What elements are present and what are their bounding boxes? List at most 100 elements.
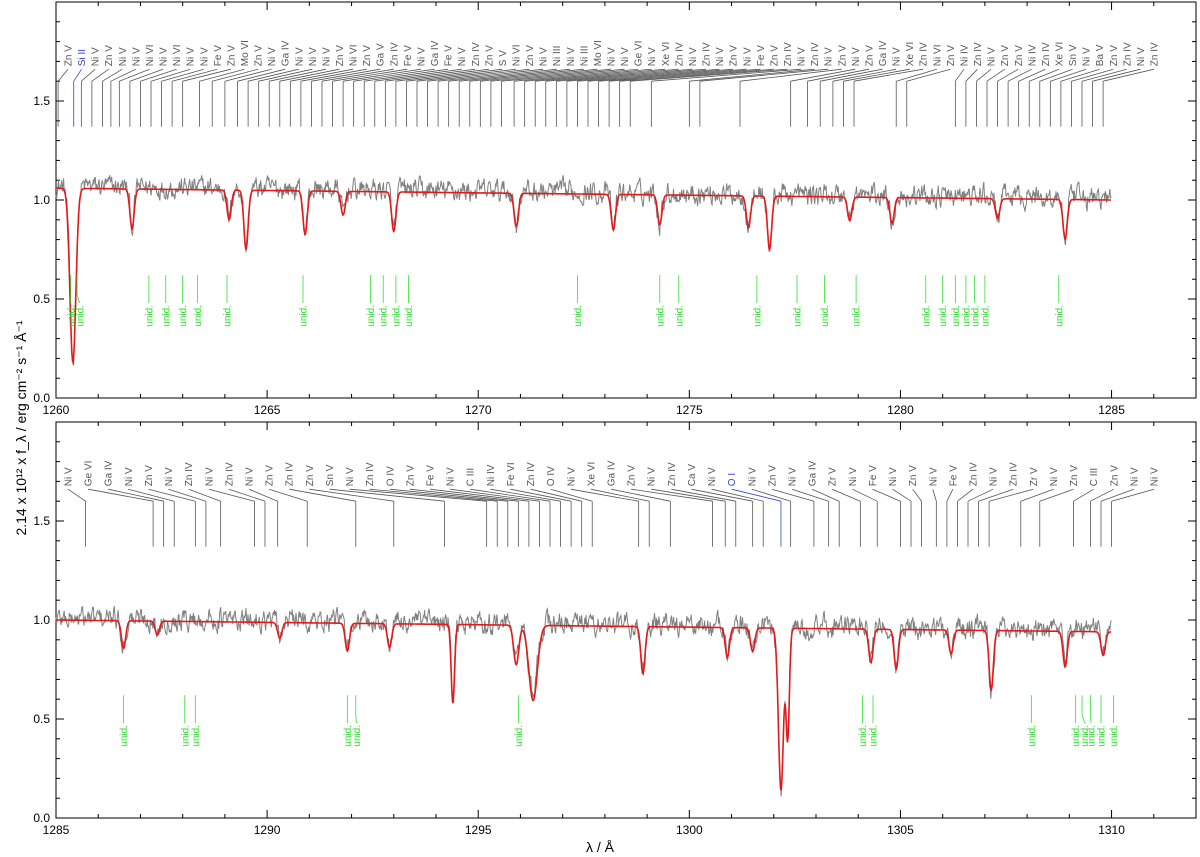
line-id-label: Zn IV — [224, 462, 235, 486]
line-id-connector — [691, 488, 753, 502]
unid-label: unid. — [379, 305, 390, 327]
line-id-connector — [631, 488, 713, 502]
unid-label: unid. — [144, 305, 155, 327]
line-id-connector — [469, 68, 584, 82]
line-id-label: Ni V — [345, 467, 356, 486]
line-id-connector — [1029, 68, 1060, 82]
line-id-label: Fe V — [756, 45, 767, 66]
unid-label: unid. — [193, 305, 204, 327]
line-id-connector — [609, 68, 761, 82]
line-id-connector — [610, 488, 671, 502]
line-id-connector — [395, 68, 489, 82]
line-id-label: Ga IV — [430, 40, 441, 66]
unid-connector — [355, 715, 357, 724]
y-tick-label: 0.5 — [33, 292, 50, 306]
line-id-label: Ni V — [797, 47, 808, 66]
line-id-connector — [689, 68, 815, 82]
line-id-label: Zn V — [226, 45, 237, 66]
line-id-connector — [1092, 68, 1141, 82]
line-id-connector — [279, 68, 340, 82]
line-id-label: Ni V — [204, 467, 215, 486]
line-id-connector — [369, 488, 498, 502]
unid-label: unid. — [674, 305, 685, 327]
line-id-label: Zn IV — [1150, 42, 1161, 66]
line-id-label: Ni V — [1082, 47, 1093, 66]
line-id-label: C III — [466, 468, 477, 486]
line-id-label: Ni V — [308, 47, 319, 66]
line-id-label: Zn IV — [667, 462, 678, 486]
unid-label: unid. — [404, 305, 415, 327]
line-id-label: Mo VI — [240, 40, 251, 66]
unid-label: unid. — [391, 305, 402, 327]
unid-label: unid. — [223, 305, 234, 327]
line-id-label: Zn IV — [919, 42, 930, 66]
x-tick-label: 1300 — [676, 823, 703, 837]
line-id-connector — [172, 68, 218, 82]
line-id-connector — [389, 488, 508, 502]
line-id-connector — [364, 68, 449, 82]
line-id-connector — [1020, 488, 1054, 502]
line-id-connector — [986, 68, 1005, 82]
line-id-connector — [480, 68, 598, 82]
line-id-connector — [955, 68, 965, 82]
line-id-connector — [896, 68, 937, 82]
line-id-connector — [598, 68, 747, 82]
line-id-connector — [651, 488, 726, 502]
line-id-label: Zr V — [1029, 467, 1040, 486]
line-id-label: Ni V — [1136, 47, 1147, 66]
line-id-label: O IV — [546, 466, 557, 486]
line-id-connector — [832, 488, 861, 502]
line-id-connector — [67, 488, 86, 502]
line-id-label: Ni V — [446, 467, 457, 486]
line-id-connector — [946, 489, 954, 502]
line-id-label: Zn IV — [969, 462, 980, 486]
unid-label: unid. — [1097, 725, 1108, 747]
line-id-connector — [853, 68, 924, 82]
line-id-label: Ni V — [1049, 467, 1060, 486]
line-id-connector — [997, 68, 1019, 82]
x-tick-label: 1280 — [887, 403, 914, 417]
line-id-connector — [957, 488, 974, 502]
unid-label: unid. — [938, 305, 949, 327]
unid-label: unid. — [191, 725, 202, 747]
line-id-label: Ni V — [892, 47, 903, 66]
line-id-label: Ni V — [848, 467, 859, 486]
line-id-connector — [57, 68, 69, 82]
line-id-connector — [311, 68, 381, 82]
line-id-label: Zn IV — [674, 42, 685, 66]
x-tick-label: 1260 — [43, 403, 70, 417]
line-id-connector — [790, 68, 856, 82]
line-id-connector — [807, 68, 870, 82]
line-id-connector — [168, 488, 207, 502]
line-id-connector — [771, 488, 814, 502]
line-id-label: Zn V — [837, 45, 848, 66]
line-id-connector — [566, 68, 707, 82]
line-id-label: Ni IV — [1027, 44, 1038, 66]
line-id-connector — [570, 488, 639, 502]
line-id-label: Zn V — [908, 465, 919, 486]
line-id-label: Sn V — [1068, 44, 1079, 66]
line-id-connector — [872, 488, 901, 502]
unid-label: unid. — [820, 305, 831, 327]
line-id-label: Ni VI — [172, 45, 183, 67]
line-id-label: Zn V — [1000, 45, 1011, 66]
line-id-label: Ni V — [186, 47, 197, 66]
y-tick-label: 0.0 — [33, 391, 50, 405]
line-id-connector — [248, 488, 278, 502]
line-id-label: Ba V — [1095, 44, 1106, 66]
line-id-label: Zn IV — [973, 42, 984, 66]
line-id-connector — [73, 68, 82, 82]
y-tick-label: 1.5 — [33, 94, 50, 108]
unid-label: unid. — [178, 305, 189, 327]
line-id-connector — [1100, 488, 1135, 502]
line-id-label: Ni VI — [349, 45, 360, 67]
line-id-connector — [976, 68, 992, 82]
line-id-label: Ni III — [552, 46, 563, 67]
line-id-connector — [1111, 488, 1155, 502]
line-id-connector — [349, 488, 487, 502]
line-id-label: Fe V — [213, 45, 224, 66]
line-id-connector — [248, 68, 299, 82]
line-id-label: Zr V — [828, 467, 839, 486]
line-id-label: Zn IV — [365, 462, 376, 486]
line-id-label: Ni V — [987, 47, 998, 66]
